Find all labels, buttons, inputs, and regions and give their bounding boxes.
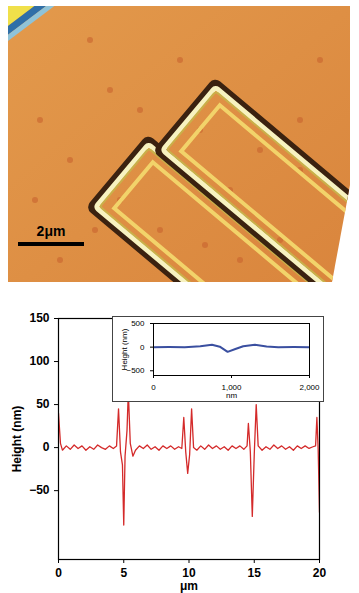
svg-text:20: 20 <box>313 566 327 580</box>
svg-text:Height (nm): Height (nm) <box>120 328 129 370</box>
svg-text:0: 0 <box>55 566 62 580</box>
svg-text:−50: −50 <box>29 483 50 497</box>
svg-text:0: 0 <box>151 383 156 392</box>
svg-text:1,000: 1,000 <box>221 383 242 393</box>
svg-text:−500: −500 <box>126 366 145 375</box>
svg-text:Height (nm): Height (nm) <box>10 406 24 473</box>
svg-text:500: 500 <box>131 319 145 328</box>
svg-text:150: 150 <box>29 311 49 325</box>
svg-text:0: 0 <box>43 440 50 454</box>
svg-text:100: 100 <box>29 354 49 368</box>
svg-text:2μm: 2μm <box>37 223 66 239</box>
svg-text:μm: μm <box>180 579 198 593</box>
svg-text:10: 10 <box>182 566 196 580</box>
svg-text:50: 50 <box>36 397 50 411</box>
svg-text:15: 15 <box>248 566 262 580</box>
svg-text:2,000: 2,000 <box>299 383 320 392</box>
svg-text:0: 0 <box>140 343 145 352</box>
svg-text:5: 5 <box>120 566 127 580</box>
svg-text:nm: nm <box>226 391 237 400</box>
